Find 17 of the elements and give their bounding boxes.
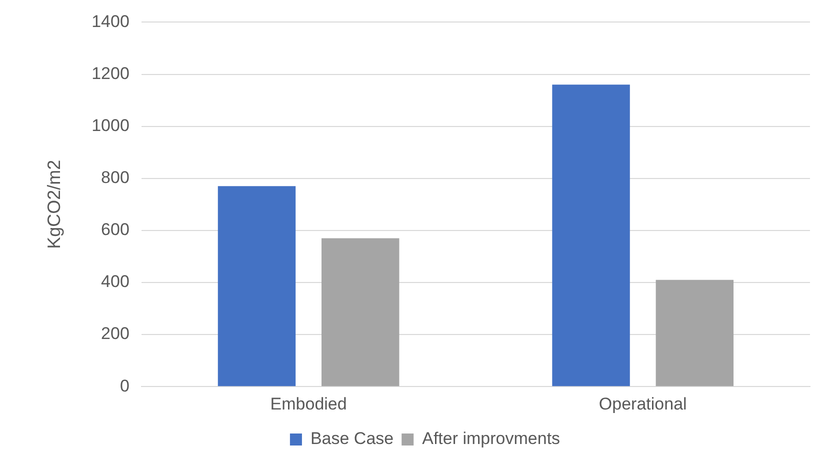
bar — [656, 280, 734, 386]
y-tick-label: 0 — [120, 376, 130, 396]
legend-label: After improvments — [422, 429, 560, 448]
bar — [218, 186, 296, 386]
y-tick-label: 600 — [101, 220, 130, 240]
y-tick-label: 1200 — [92, 64, 130, 83]
legend-label: Base Case — [310, 429, 394, 448]
bar — [322, 238, 400, 386]
y-tick-label: 400 — [101, 272, 130, 292]
y-tick-label: 1400 — [92, 12, 130, 31]
x-tick-label: Operational — [598, 394, 687, 414]
y-tick-label: 800 — [101, 168, 130, 188]
bar — [552, 84, 630, 386]
y-tick-label: 200 — [101, 324, 130, 344]
y-axis-title: KgCO2/m2 — [44, 160, 64, 249]
x-tick-label: Embodied — [270, 394, 347, 414]
y-tick-label: 1000 — [92, 116, 130, 135]
